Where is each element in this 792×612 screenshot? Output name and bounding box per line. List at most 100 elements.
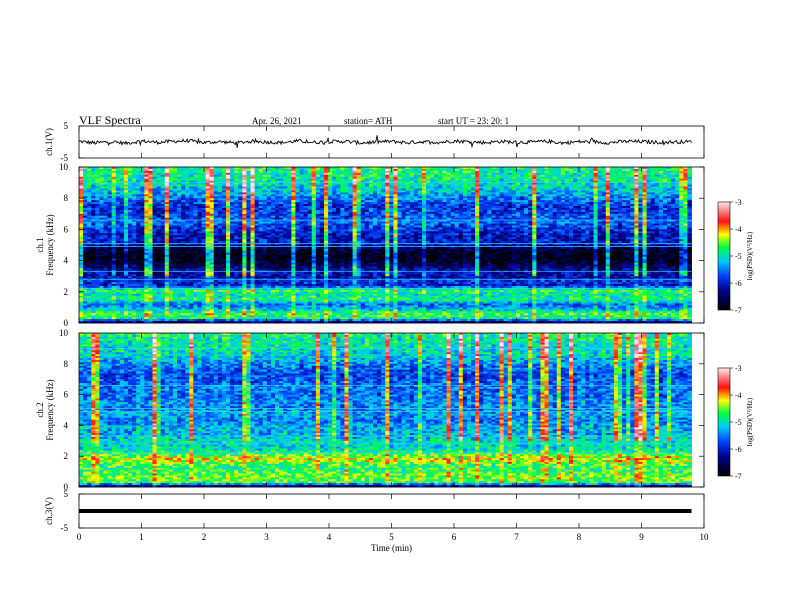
spectrogram-cell <box>234 209 239 213</box>
spectrogram-cell <box>189 194 194 197</box>
spectrogram-cell <box>405 209 411 213</box>
spectrogram-cell <box>556 215 562 219</box>
spectrogram-cell <box>601 196 607 199</box>
spectrogram-cell <box>217 182 223 185</box>
spectrogram-cell <box>662 202 668 205</box>
spectrogram-cell <box>654 167 660 170</box>
spectrogram-cell <box>299 172 304 176</box>
spectrogram-cell <box>83 202 88 205</box>
spectrogram-cell <box>270 211 276 215</box>
spectrogram-cell <box>209 196 215 199</box>
spectrogram-cell <box>95 168 100 172</box>
spectrogram-cell <box>662 194 668 197</box>
spectrogram-cell <box>287 209 292 213</box>
spectrogram-cell <box>262 190 268 193</box>
spectrogram-cell <box>577 190 582 193</box>
spectrogram-cell <box>597 202 603 205</box>
spectrogram-cell <box>667 184 672 187</box>
spectrogram-cell <box>360 206 366 209</box>
spectrogram-cell <box>107 178 113 182</box>
spectrogram-cell <box>536 209 541 213</box>
spectrogram-cell <box>597 172 603 176</box>
spectrogram-cell <box>646 176 652 180</box>
spectrogram-cell <box>311 204 317 207</box>
spectrogram-cell <box>352 170 358 174</box>
spectrogram-cell <box>217 217 223 221</box>
spectrogram-cell <box>536 211 541 215</box>
spectrogram-cell <box>683 176 688 180</box>
spectrogram-cell <box>662 186 668 189</box>
spectrogram-cell <box>119 167 125 170</box>
spectrogram-cell <box>634 192 639 195</box>
spectrogram-cell <box>181 213 186 217</box>
spectrogram-cell <box>336 174 341 178</box>
spectrogram-cell <box>152 202 157 205</box>
spectrogram-cell <box>638 192 643 195</box>
spectrogram-cell <box>577 176 582 180</box>
spectrogram-cell <box>193 172 198 176</box>
spectrogram-cell <box>209 186 215 189</box>
spectrogram-cell <box>115 217 121 221</box>
spectrogram-cell <box>254 198 260 201</box>
spectrogram-cell <box>209 190 215 193</box>
spectrogram-cell <box>487 182 492 185</box>
spectrogram-cell <box>405 170 411 174</box>
spectrogram-cell <box>577 215 582 219</box>
spectrogram-cell <box>381 204 386 207</box>
spectrogram-cell <box>156 206 162 209</box>
spectrogram-cell <box>650 207 656 211</box>
spectrogram-cell <box>532 180 537 183</box>
spectrogram-cell <box>454 170 460 174</box>
spectrogram-cell <box>401 213 407 217</box>
spectrogram-cell <box>499 209 505 213</box>
spectrogram-cell <box>577 206 582 209</box>
spectrogram-cell <box>156 174 162 178</box>
spectrogram-cell <box>597 174 603 178</box>
spectrogram-cell <box>332 184 337 187</box>
spectrogram-cell <box>258 204 264 207</box>
spectrogram-cell <box>303 172 309 176</box>
spectrogram-cell <box>483 167 488 170</box>
spectrogram-cell <box>352 174 358 178</box>
spectrogram-cell <box>270 176 276 180</box>
spectrogram-cell <box>434 213 439 217</box>
spectrogram-cell <box>687 194 692 197</box>
spectrogram-cell <box>654 213 660 217</box>
spectrogram-cell <box>556 176 562 180</box>
spectrogram-cell <box>217 170 223 174</box>
spectrogram-cell <box>193 207 198 211</box>
spectrogram-cell <box>389 176 394 180</box>
spectrogram-cell <box>221 198 227 201</box>
spectrogram-cell <box>560 207 566 211</box>
spectrogram-cell <box>589 198 594 201</box>
spectrogram-cell <box>234 190 239 193</box>
spectrogram-cell <box>520 186 525 189</box>
spectrogram-cell <box>119 200 125 203</box>
spectrogram-cell <box>564 198 570 201</box>
spectrogram-cell <box>658 196 664 199</box>
spectrogram-cell <box>123 182 129 185</box>
spectrogram-cell <box>275 206 280 209</box>
spectrogram-cell <box>352 184 358 187</box>
spectrogram-cell <box>430 202 435 205</box>
spectrogram-cell <box>270 170 276 174</box>
spectrogram-cell <box>532 207 537 211</box>
spectrogram-cell <box>507 186 513 189</box>
spectrogram-cell <box>556 168 562 172</box>
spectrogram-cell <box>520 180 525 183</box>
spectrogram-cell <box>246 172 251 176</box>
spectrogram-cell <box>491 202 496 205</box>
spectrogram-cell <box>299 186 304 189</box>
spectrogram-cell <box>217 174 223 178</box>
spectrogram-cell <box>373 213 378 217</box>
spectrogram-cell <box>303 170 309 174</box>
spectrogram-cell <box>397 200 402 203</box>
spectrogram-cell <box>544 180 549 183</box>
spectrogram-cell <box>319 209 325 213</box>
spectrogram-cell <box>646 186 652 189</box>
spectrogram-cell <box>658 182 664 185</box>
spectrogram-cell <box>618 186 623 189</box>
spectrogram-cell <box>270 180 276 183</box>
spectrogram-cell <box>499 188 505 191</box>
spectrogram-cell <box>299 215 304 219</box>
